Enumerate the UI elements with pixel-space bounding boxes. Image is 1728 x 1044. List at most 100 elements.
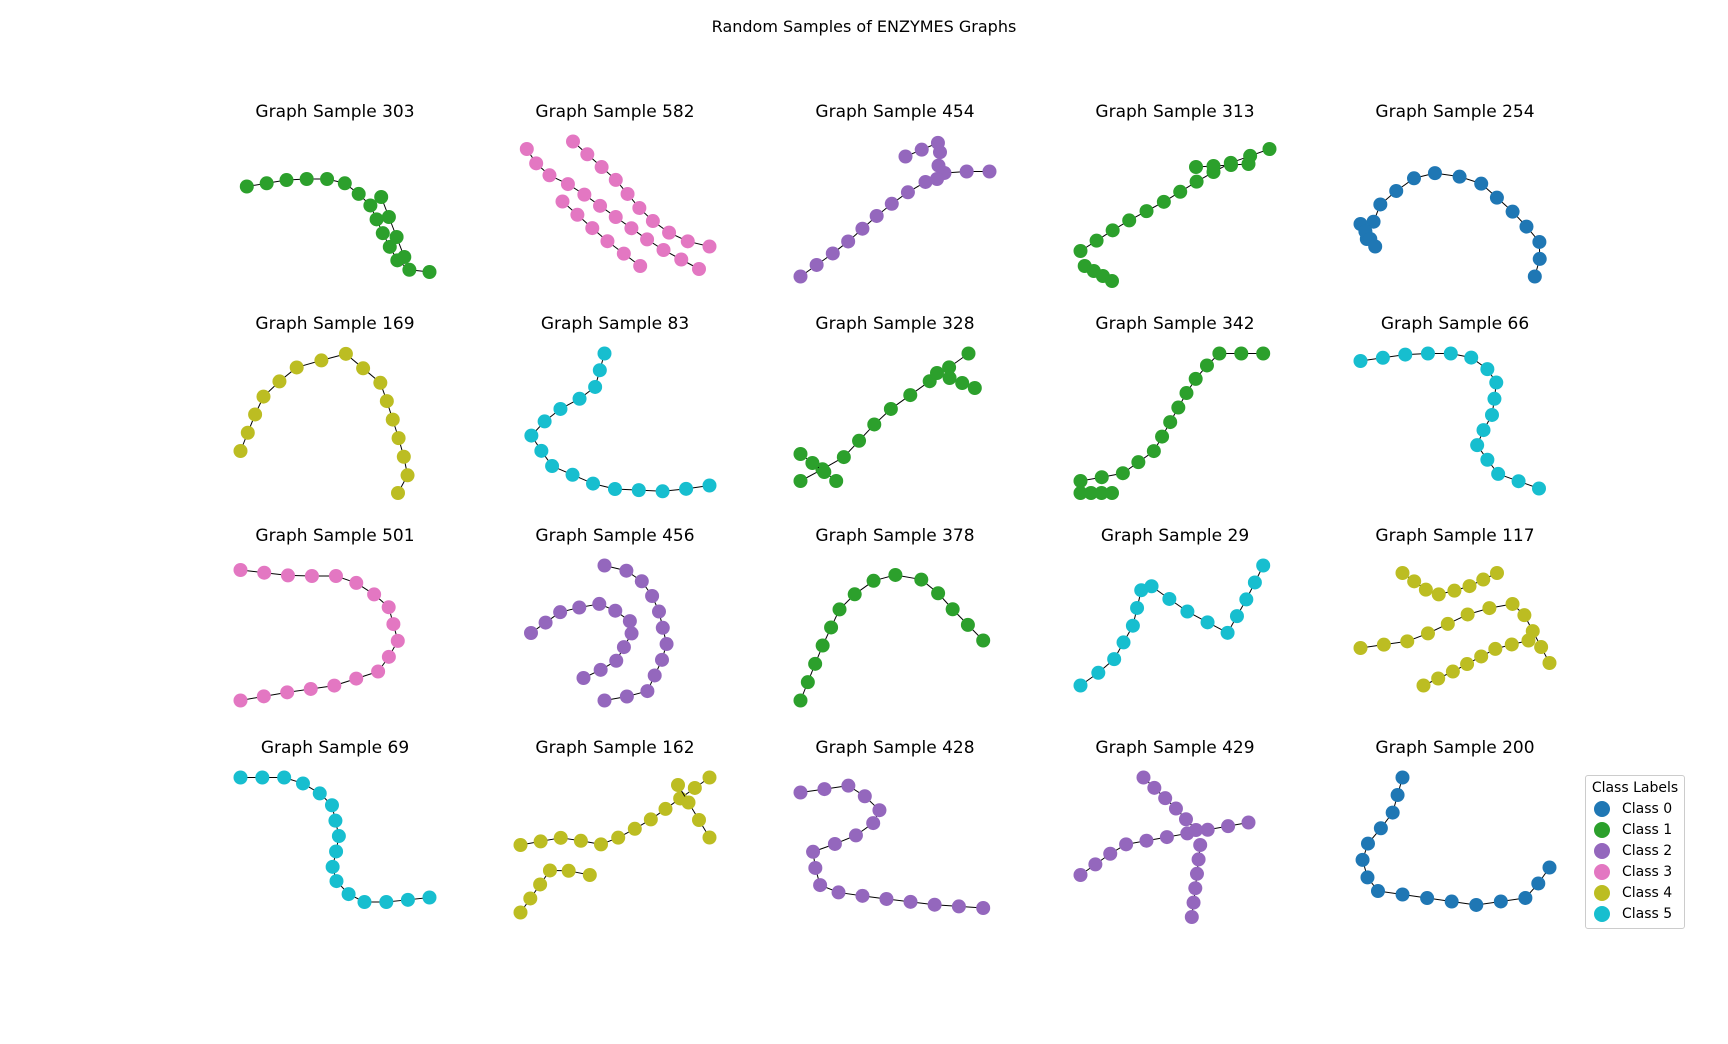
graph-drawing xyxy=(793,135,997,284)
graph-node xyxy=(1122,213,1137,228)
graph-node xyxy=(513,905,528,920)
graph-node xyxy=(643,812,658,827)
graph-node xyxy=(295,776,310,791)
graph-node xyxy=(627,821,642,836)
graph-node xyxy=(1542,656,1557,670)
graph-node xyxy=(391,486,405,500)
graph-node xyxy=(328,569,343,583)
graph-node xyxy=(1131,455,1146,470)
graph-node xyxy=(931,586,946,601)
graph-node xyxy=(1376,637,1391,652)
panel-title: Graph Sample 582 xyxy=(535,102,695,122)
graph-node xyxy=(658,801,673,816)
graph-node xyxy=(1489,190,1504,205)
graph-node xyxy=(927,897,942,912)
graph-node xyxy=(1420,891,1435,906)
graph-node xyxy=(1105,486,1119,500)
graph-node xyxy=(1519,219,1534,234)
graph-node xyxy=(391,431,406,446)
graph-node xyxy=(841,234,856,249)
panel-title: Graph Sample 162 xyxy=(535,738,695,758)
graph-node xyxy=(1162,591,1177,606)
graph-node xyxy=(379,895,394,909)
graph-node xyxy=(1156,194,1171,209)
graph-node xyxy=(645,588,660,603)
graph-node xyxy=(1144,579,1159,594)
graph-node xyxy=(1445,664,1460,679)
graph-node xyxy=(1420,346,1435,361)
graph-node xyxy=(379,394,394,409)
graph-node xyxy=(702,239,717,254)
graph-node xyxy=(1443,346,1458,361)
legend-marker xyxy=(1594,800,1610,817)
graph-node xyxy=(960,617,975,632)
graph-node xyxy=(1136,770,1151,785)
graph-panel: Graph Sample 254 xyxy=(1340,102,1570,302)
graph-panel: Graph Sample 200 xyxy=(1340,738,1570,938)
graph-drawing xyxy=(1073,770,1256,924)
graph-drawing xyxy=(793,778,991,915)
graph-node xyxy=(1189,160,1203,174)
graph-node xyxy=(337,176,352,191)
graph-node xyxy=(1464,350,1479,365)
graph-node xyxy=(831,885,846,900)
graph-panel: Graph Sample 83 xyxy=(500,314,730,514)
graph-node xyxy=(1521,633,1536,648)
graph-node xyxy=(955,376,970,390)
graph-panel: Graph Sample 454 xyxy=(780,102,1010,302)
graph-node xyxy=(616,246,631,261)
panel-title: Graph Sample 254 xyxy=(1375,102,1535,122)
graph-node xyxy=(793,785,808,800)
panel-title: Graph Sample 303 xyxy=(255,102,415,122)
graph-node xyxy=(1139,833,1154,848)
graph-node xyxy=(1107,652,1122,667)
graph-node xyxy=(1517,608,1532,623)
graph-node xyxy=(655,484,670,499)
graph-node xyxy=(1462,579,1477,594)
graph-node xyxy=(829,474,844,488)
panel-title: Graph Sample 169 xyxy=(255,314,415,334)
graph-node xyxy=(593,837,608,852)
graph-panel: Graph Sample 117 xyxy=(1340,526,1570,726)
graph-node xyxy=(1130,600,1145,615)
graph-drawing xyxy=(1355,770,1557,912)
graph-node xyxy=(597,693,612,708)
graph-node xyxy=(289,360,304,375)
graph-node xyxy=(600,234,615,249)
graph-node xyxy=(1089,233,1104,248)
graph-node xyxy=(257,565,272,580)
graph-node xyxy=(1444,894,1459,909)
graph-node xyxy=(1116,635,1131,650)
graph-node xyxy=(959,164,974,179)
graph-node xyxy=(867,417,882,432)
graph-node xyxy=(349,671,364,686)
graph-node xyxy=(397,250,412,264)
graph-node xyxy=(681,795,696,810)
graph-node xyxy=(942,371,957,385)
graph-node xyxy=(692,813,706,827)
graph-node xyxy=(793,693,808,708)
graph-node xyxy=(702,478,717,493)
graph-node xyxy=(914,572,929,587)
graph-node xyxy=(847,587,862,602)
graph-node xyxy=(1084,486,1098,500)
graph-node xyxy=(374,190,389,204)
graph-drawing xyxy=(233,346,415,500)
graph-node xyxy=(1073,474,1088,488)
graph-panel: Graph Sample 69 xyxy=(220,738,450,938)
graph-node xyxy=(280,685,295,700)
graph-node xyxy=(1390,788,1405,803)
graph-node xyxy=(1527,269,1542,284)
graph-node xyxy=(1470,438,1485,453)
graph-node xyxy=(555,194,570,209)
graph-node xyxy=(903,388,918,403)
graph-node xyxy=(351,186,366,201)
graph-node xyxy=(655,620,670,635)
graph-node xyxy=(1105,223,1120,238)
graph-node xyxy=(607,481,622,496)
graph-node xyxy=(1073,678,1088,693)
graph-node xyxy=(608,172,623,187)
panel-title: Graph Sample 83 xyxy=(540,314,690,334)
legend-label: Class 4 xyxy=(1622,884,1673,901)
graph-node xyxy=(592,596,607,611)
